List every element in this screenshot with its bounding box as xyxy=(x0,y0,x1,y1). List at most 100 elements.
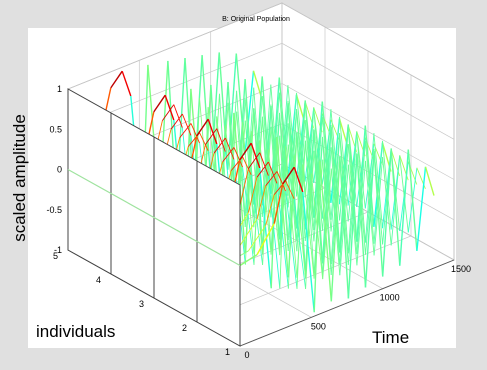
waveform-segment xyxy=(190,123,201,144)
waveform-segment xyxy=(399,149,409,266)
waveform-segment xyxy=(407,149,418,251)
waveform-segment xyxy=(256,223,275,255)
waveform-segment xyxy=(364,151,375,288)
waveform-segment xyxy=(319,160,332,302)
waveform-segment xyxy=(356,154,367,288)
waveform-segment xyxy=(285,191,298,289)
waveform-segment xyxy=(322,159,332,276)
waveform-segment xyxy=(270,136,278,289)
waveform-segment xyxy=(313,108,323,219)
waveform-segment xyxy=(373,133,383,229)
waveform-segment xyxy=(285,146,298,278)
waveform-segment xyxy=(239,254,258,267)
waveform-segment xyxy=(322,168,332,280)
waveform-segment xyxy=(250,142,261,169)
waveform-segment xyxy=(170,113,183,130)
x-tick-label: 0 xyxy=(244,350,249,360)
waveform-segment xyxy=(424,166,435,196)
waveform-segment xyxy=(256,161,269,178)
waveform-segment xyxy=(262,149,269,266)
waveform-segment xyxy=(390,148,401,266)
waveform-segment xyxy=(153,94,166,113)
waveform-segment xyxy=(356,132,366,243)
waveform-segment xyxy=(313,160,321,313)
waveform-segment xyxy=(321,101,332,203)
waveform-segment xyxy=(347,124,358,242)
y-axis-label: individuals xyxy=(36,322,115,341)
y-tick-label: 2 xyxy=(182,323,187,333)
waveform-segment xyxy=(248,152,261,169)
waveform-segment xyxy=(293,155,306,279)
grid-line-amplitude xyxy=(67,42,455,140)
waveform-segment xyxy=(382,148,392,277)
waveform-segment xyxy=(270,84,280,195)
waveform-segment xyxy=(356,140,366,255)
waveform-segment xyxy=(265,194,275,226)
series-group xyxy=(67,52,435,347)
z-tick-label: -1 xyxy=(54,245,62,255)
waveform-segment xyxy=(304,120,315,231)
waveform-segment xyxy=(261,76,272,194)
z-tick-label: -0.5 xyxy=(46,205,62,215)
waveform-segment xyxy=(242,156,252,175)
waveform-segment xyxy=(382,157,392,246)
waveform-segment xyxy=(373,151,384,277)
z-tick-label: 0.5 xyxy=(49,124,62,134)
waveform-segment xyxy=(253,140,261,265)
waveform-segment xyxy=(267,161,278,184)
x-tick-label: 1500 xyxy=(451,264,471,274)
waveform-segment xyxy=(207,118,218,145)
waveform-segment xyxy=(347,154,358,299)
waveform-segment xyxy=(279,146,286,289)
waveform-segment xyxy=(205,128,218,145)
waveform-segment xyxy=(267,175,281,289)
waveform-segment xyxy=(339,135,349,254)
waveform-segment xyxy=(239,168,249,207)
waveform-segment xyxy=(330,156,341,302)
waveform-segment xyxy=(293,198,307,290)
waveform-segment xyxy=(273,183,284,224)
waveform-segment xyxy=(121,70,132,97)
waveform-segment xyxy=(224,137,235,160)
y-tick-label: 3 xyxy=(139,299,144,309)
waveform-segment xyxy=(365,160,375,256)
waveform-segment xyxy=(416,166,427,251)
waveform-segment xyxy=(244,131,252,265)
z-tick-label: 1 xyxy=(57,84,62,94)
waveform-segment xyxy=(179,123,192,139)
waveform-segment xyxy=(347,144,358,255)
waveform-segment xyxy=(233,147,244,168)
waveform-segment xyxy=(399,156,409,233)
waveform-segment xyxy=(296,164,304,289)
waveform-segment xyxy=(259,152,269,176)
z-tick-label: 0 xyxy=(57,165,62,175)
waveform-segment xyxy=(196,118,209,137)
waveform-segment xyxy=(259,167,272,289)
waveform-segment xyxy=(239,142,252,161)
waveform-segment xyxy=(242,122,255,254)
waveform-segment xyxy=(287,155,295,289)
waveform-segment xyxy=(287,123,298,241)
waveform-segment xyxy=(164,94,175,121)
waveform-segment xyxy=(181,113,192,136)
x-axis-label: Time xyxy=(372,328,409,347)
waveform-segment xyxy=(293,166,304,193)
waveform-segment xyxy=(173,104,183,128)
waveform-segment xyxy=(199,132,209,151)
waveform-segment xyxy=(305,173,312,290)
waveform-segment xyxy=(285,180,295,199)
waveform-segment xyxy=(347,164,358,266)
zero-amplitude-line xyxy=(67,168,241,267)
chart-title: B: Original Population xyxy=(222,16,290,23)
x-tick-label: 500 xyxy=(311,321,326,331)
y-tick-label: 1 xyxy=(225,347,230,357)
waveform-segment xyxy=(247,177,258,213)
waveform-segment xyxy=(227,53,237,170)
waveform-segment xyxy=(162,104,175,121)
waveform-segment xyxy=(110,70,123,89)
waveform-segment xyxy=(302,191,315,313)
waveform-segment xyxy=(248,225,266,252)
y-tick-label: 5 xyxy=(53,251,58,261)
waveform-segment xyxy=(244,70,255,155)
